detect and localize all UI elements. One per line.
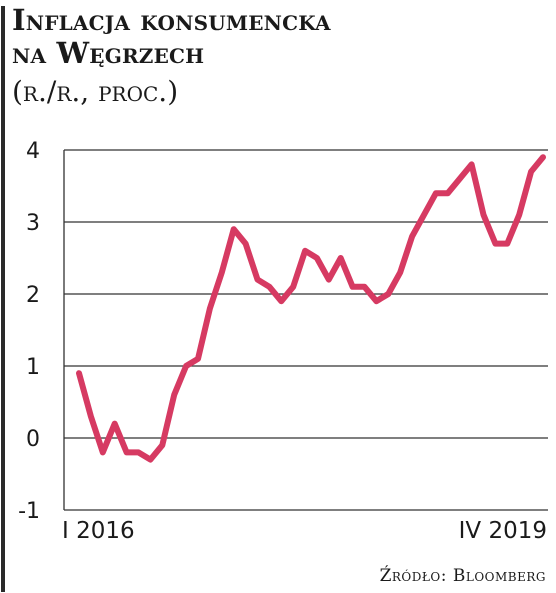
title-line-1: Inflacja konsumencka <box>12 3 331 37</box>
x-label-end: IV 2019 <box>459 518 547 544</box>
chart-title: Inflacja konsumencka na Węgrzech <box>12 4 331 70</box>
y-tick-label: 4 <box>26 139 40 164</box>
y-tick-label: 1 <box>26 355 40 380</box>
title-line-2: na Węgrzech <box>12 36 205 70</box>
x-label-start: I 2016 <box>62 518 135 544</box>
y-tick-label: 2 <box>26 283 40 308</box>
y-tick-label: -1 <box>18 499 40 524</box>
series-line <box>76 154 546 463</box>
source-note: Źródło: Bloomberg <box>379 566 546 586</box>
frame-left-border <box>1 6 5 592</box>
y-tick-label: 0 <box>26 427 40 452</box>
chart-subtitle: (r./r., proc.) <box>12 75 179 108</box>
y-tick-label: 3 <box>26 211 40 236</box>
